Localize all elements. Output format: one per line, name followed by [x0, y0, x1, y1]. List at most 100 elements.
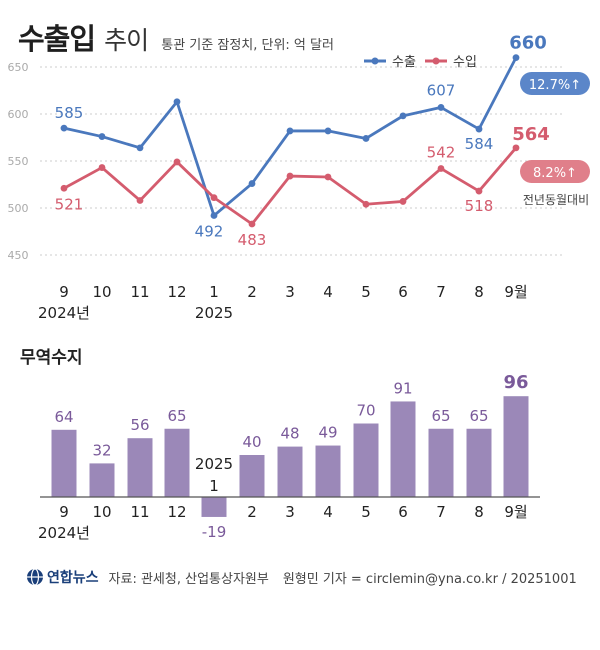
publisher-logo: 연합뉴스 [26, 567, 99, 587]
data-point-import [210, 194, 218, 202]
y-tick-label: 500 [8, 202, 29, 215]
change-badge-import-text: 8.2%↑ [533, 166, 577, 181]
data-point-import [286, 172, 294, 180]
data-label-export: 584 [465, 135, 494, 153]
data-point-export [362, 135, 370, 142]
bar-value-label: 65 [167, 407, 186, 425]
globe-icon [27, 568, 43, 586]
data-point-import [475, 187, 483, 195]
change-badge-export-text: 12.7%↑ [529, 78, 581, 93]
bar [89, 463, 115, 497]
x-year-label: 2024년 [38, 524, 90, 542]
data-point-export [475, 125, 483, 133]
bar-value-label: 40 [242, 433, 261, 451]
data-point-export [98, 133, 106, 140]
bar [428, 428, 454, 497]
chart-title-suffix: 추이 [104, 26, 149, 55]
x-tick-label: 8 [474, 283, 484, 301]
y-tick-label: 650 [8, 61, 29, 74]
footer: 연합뉴스 자료: 관세청, 산업통상자원부 원형민 기자 = circlemin… [26, 565, 586, 589]
data-point-export [60, 124, 68, 132]
data-label-export: 492 [195, 223, 224, 241]
change-badge-import [520, 160, 590, 183]
legend-label-export: 수출 [392, 55, 416, 70]
data-point-import [136, 197, 144, 204]
data-label-import: 542 [427, 144, 456, 162]
data-point-export [399, 112, 407, 120]
bar [277, 446, 303, 497]
data-point-import [399, 198, 407, 205]
x-tick-label: 12 [167, 283, 186, 301]
reporter-credit: 원형민 기자 = circlemin@yna.co.kr / 20251001 [282, 571, 577, 587]
x-tick-label: 3 [285, 283, 295, 301]
x-tick-label: 7 [436, 503, 446, 521]
bar [503, 396, 529, 497]
data-point-export [324, 127, 332, 135]
data-point-export [248, 180, 256, 187]
x-tick-label: 9월 [504, 283, 527, 301]
bar [390, 401, 416, 497]
data-point-import [60, 184, 68, 192]
data-point-import [324, 173, 332, 181]
x-tick-label: 10 [92, 503, 111, 521]
x-tick-label: 4 [323, 283, 333, 301]
bar-value-label: 65 [469, 407, 488, 425]
bar [164, 428, 190, 497]
data-point-export [210, 212, 218, 219]
x-year-label: 2025 [195, 455, 233, 473]
x-year-label: 2025 [195, 304, 233, 322]
x-tick-label: 9월 [504, 503, 527, 521]
x-tick-label: 2 [247, 503, 257, 521]
bar-value-label: 48 [280, 425, 299, 443]
x-tick-label: 2 [247, 283, 257, 301]
data-source: 자료: 관세청, 산업통상자원부 [108, 571, 269, 587]
bar-value-label: 91 [393, 379, 412, 397]
legend-marker-import [432, 57, 440, 65]
x-tick-label: 12 [167, 503, 186, 521]
bar [315, 445, 341, 497]
bar [127, 438, 153, 497]
data-label-export: 585 [55, 104, 84, 122]
bar-value-label: 56 [130, 416, 149, 434]
x-tick-label: 9 [59, 503, 69, 521]
bar-value-label: 96 [503, 372, 528, 393]
chart-header: 수출입 추이 통관 기준 잠정치, 단위: 억 달러 [18, 16, 334, 56]
x-tick-label: 7 [436, 283, 446, 301]
bar [51, 429, 77, 497]
bar [201, 497, 227, 517]
data-point-import [362, 200, 370, 208]
x-tick-label: 11 [130, 283, 149, 301]
x-tick-label: 8 [474, 503, 484, 521]
bar-value-label: 49 [318, 424, 337, 442]
x-tick-label: 6 [398, 283, 408, 301]
data-point-export [286, 127, 294, 135]
publisher-name: 연합뉴스 [47, 570, 99, 586]
annotation-yoy: 전년동월대비 [523, 193, 589, 207]
data-label-import: 564 [512, 124, 550, 145]
data-point-import [173, 158, 181, 166]
x-tick-label: 4 [323, 503, 333, 521]
data-point-export [173, 98, 181, 106]
x-tick-label: 5 [361, 283, 371, 301]
bar [239, 455, 265, 497]
x-tick-label: 6 [398, 503, 408, 521]
bar-value-label: 65 [431, 407, 450, 425]
bar-value-label: 70 [356, 402, 375, 420]
data-point-export [437, 104, 445, 111]
x-tick-label: 1 [209, 283, 219, 301]
bar-value-label: 64 [54, 408, 73, 426]
data-point-import [248, 220, 256, 228]
x-tick-label: 10 [92, 283, 111, 301]
y-tick-label: 550 [8, 155, 29, 168]
bar-chart-title: 무역수지 [20, 348, 83, 368]
data-label-import: 483 [238, 231, 267, 249]
data-point-import [437, 165, 445, 172]
x-year-label: 2024년 [38, 304, 90, 322]
data-point-import [98, 164, 106, 171]
y-tick-label: 600 [8, 108, 29, 121]
data-label-export: 660 [509, 33, 547, 54]
bar [353, 423, 379, 497]
bar [466, 428, 492, 497]
change-badge-export [520, 72, 590, 95]
